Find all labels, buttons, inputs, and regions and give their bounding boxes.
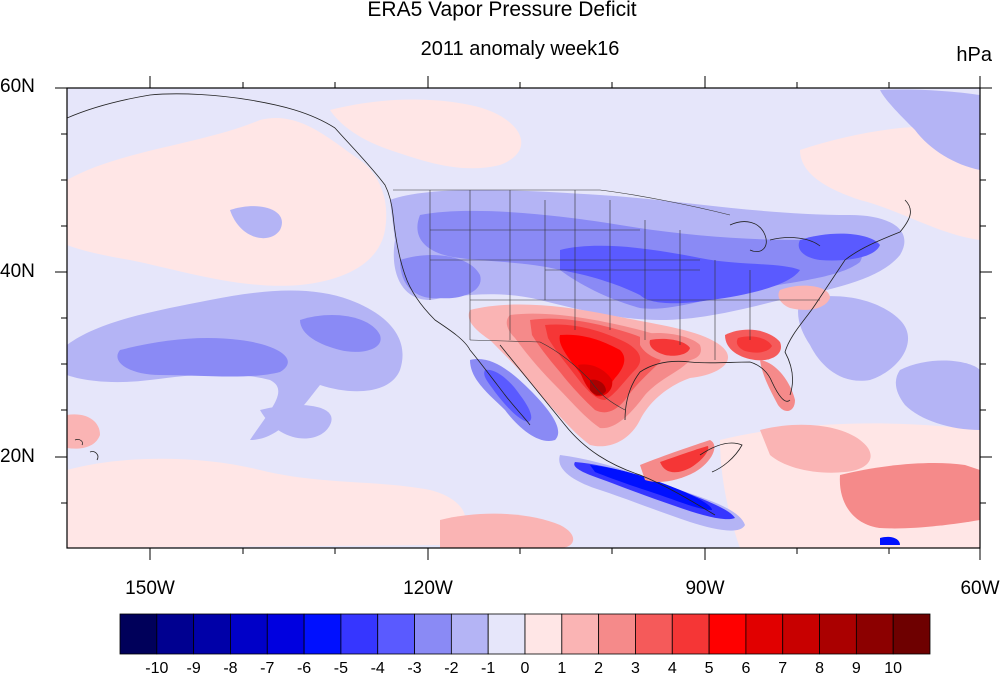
colorbar-tick-label: 2 [594, 660, 604, 677]
colorbar-box [819, 613, 857, 655]
state-lines-ew [430, 229, 820, 301]
colorbar-box [745, 613, 784, 655]
colorbar-tick-label: 7 [778, 660, 788, 677]
us-canada-border [393, 189, 731, 216]
colorbar-box [892, 613, 931, 655]
map-subtitle: 2011 anomaly week16 [420, 38, 620, 60]
florida-red [760, 360, 795, 412]
colorbar-box [855, 613, 894, 655]
colorbar-box [340, 613, 379, 655]
pacific-pink-south [67, 458, 466, 548]
colorbar-box [266, 613, 305, 655]
pacific-blue-east [300, 315, 381, 352]
south-red-max [590, 379, 606, 396]
caribbean-red-south [839, 463, 980, 529]
great-lakes [729, 221, 821, 252]
canada-blue [880, 89, 980, 170]
colorbar-tick-label: 1 [557, 660, 567, 677]
east-coast [784, 199, 911, 396]
colorbar-tick-label: -6 [296, 660, 312, 677]
colorbar-tick-label: 5 [704, 660, 714, 677]
bc-coast [334, 127, 394, 216]
colorbar-box [303, 613, 342, 655]
lat-label-40n: 40N [0, 261, 35, 282]
coastlines [67, 93, 911, 516]
colorbar-box [671, 613, 710, 655]
colorbar-tick-label: -5 [333, 660, 349, 677]
colorbar-tick-label: -8 [223, 660, 238, 677]
colorbar-box [708, 613, 747, 655]
colorbar-tick-label: 6 [741, 660, 751, 677]
mexico-west-coast [499, 344, 716, 516]
colorbar-box [230, 613, 268, 655]
hawaii-islands [74, 439, 99, 461]
atlantic-pink [800, 126, 980, 240]
us-blue-west [400, 255, 481, 299]
southeast-red-core [736, 336, 772, 353]
atlantic-blue [798, 296, 909, 381]
colorbar-tick-label: -7 [260, 660, 275, 677]
pacific-blue-patch-b [260, 405, 332, 439]
colorbar-tick-label: -2 [444, 660, 459, 677]
us-mexico-border [469, 339, 626, 411]
us-west-coast [392, 214, 471, 351]
pacific-pink-gulf [330, 99, 522, 169]
lon-label-60w: 60W [960, 578, 1000, 599]
anomaly-field [67, 88, 980, 548]
colorbar-tick-label: -10 [145, 660, 169, 677]
colorbar-tick-label: -4 [370, 660, 385, 677]
colorbar [119, 613, 931, 655]
map-title: ERA5 Vapor Pressure Deficit [367, 0, 637, 21]
lon-label-120w: 120W [403, 578, 453, 599]
colorbar-tick-label: -9 [186, 660, 201, 677]
units-label: hPa [956, 44, 992, 66]
colorbar-box [561, 613, 600, 655]
colorbar-tick-label: 8 [815, 660, 824, 677]
colorbar-tick-label: -3 [407, 660, 422, 677]
colorbar-box [377, 613, 415, 655]
colorbar-tick-label: -1 [481, 660, 496, 677]
colorbar-box [450, 613, 489, 655]
colorbar-tick-label: 9 [851, 660, 861, 677]
alaska-coast [67, 93, 336, 129]
gulf-coast [624, 360, 791, 421]
yucatan-coast [699, 442, 743, 473]
colorbar-box [598, 613, 636, 655]
colorbar-box [156, 613, 195, 655]
axis-ticks [55, 76, 992, 560]
carolina-red [778, 285, 830, 310]
colorbar-box [414, 613, 452, 655]
colorbar-box [193, 613, 231, 655]
atlantic-blue-east [895, 360, 980, 430]
lon-label-90w: 90W [685, 578, 725, 599]
colorbar-box [635, 613, 673, 655]
pacific-blue-patch-a [230, 206, 282, 239]
pacific-pink-north [67, 118, 387, 286]
colorbar-tick-label: 0 [520, 660, 530, 677]
colorbar-box [524, 613, 563, 655]
colorbar-box [782, 613, 820, 655]
yucatan-red-core [660, 446, 709, 473]
southern-blue-speck [880, 536, 900, 545]
colorbar-tick-label: 10 [884, 660, 903, 677]
colorbar-tick-label: 3 [631, 660, 640, 677]
central-america-blue-core [590, 465, 712, 510]
eastern-pacific-red [440, 513, 574, 548]
pacific-blue-mid [117, 338, 288, 377]
colorbar-tick-label: 4 [667, 660, 677, 677]
caribbean-red [760, 424, 871, 473]
borders [393, 189, 820, 411]
colorbar-box [119, 613, 158, 655]
lat-label-20n: 20N [0, 446, 35, 467]
colorbar-box [487, 613, 526, 655]
lon-label-150w: 150W [125, 578, 175, 599]
lat-label-60n: 60N [0, 76, 35, 97]
baja-coast [469, 349, 531, 426]
newengland-blue [798, 233, 880, 261]
